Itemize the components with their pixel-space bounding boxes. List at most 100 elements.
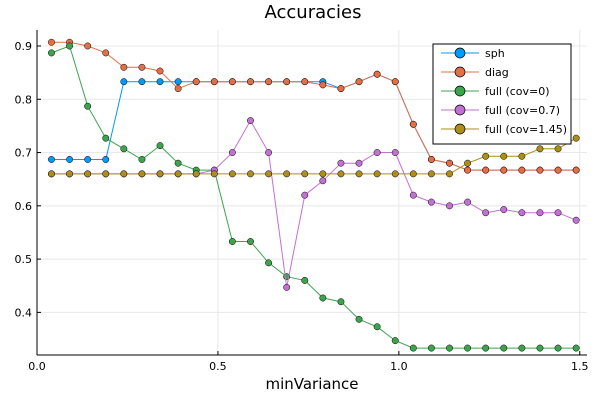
data-point	[301, 276, 309, 284]
x-axis-label: minVariance	[265, 375, 358, 393]
legend-marker	[454, 85, 466, 97]
legend-label: diag	[485, 66, 509, 79]
data-point	[265, 259, 273, 267]
y-tick-label: 0.8	[15, 93, 33, 106]
y-tick-label: 0.9	[15, 40, 33, 53]
data-point	[518, 152, 526, 160]
data-point	[301, 78, 309, 86]
data-point	[554, 166, 562, 174]
data-point	[192, 78, 200, 86]
data-point	[265, 78, 273, 86]
data-point	[355, 315, 363, 323]
data-point	[156, 142, 164, 150]
data-point	[572, 344, 580, 352]
data-point	[156, 67, 164, 75]
data-point	[138, 156, 146, 163]
legend-marker	[454, 104, 466, 116]
data-point	[66, 156, 74, 163]
data-point	[391, 149, 399, 156]
data-point	[337, 170, 345, 178]
data-point	[48, 38, 55, 46]
data-point	[464, 159, 472, 167]
data-point	[409, 191, 417, 199]
data-point	[84, 42, 92, 50]
legend-label: full (cov=1.45)	[485, 123, 567, 136]
data-point	[210, 78, 218, 86]
data-point	[265, 149, 273, 156]
data-point	[373, 170, 381, 178]
data-point	[518, 166, 526, 174]
data-point	[102, 156, 110, 163]
data-point	[427, 170, 435, 178]
data-point	[373, 70, 381, 78]
data-point	[102, 134, 110, 142]
data-point	[446, 344, 453, 352]
data-point	[409, 170, 417, 178]
data-point	[319, 294, 327, 302]
legend: sph diag full (cov=0) full (cov=0.7) full (c…	[432, 43, 572, 145]
y-tick-label: 0.7	[15, 147, 33, 160]
data-point	[301, 170, 309, 178]
legend-marker	[454, 123, 466, 135]
x-tick-label: 1.5	[571, 360, 589, 373]
data-point	[464, 344, 472, 352]
data-point	[518, 209, 526, 217]
data-point	[409, 120, 417, 128]
series-4	[48, 134, 580, 178]
data-point	[120, 170, 128, 178]
data-point	[554, 209, 562, 217]
data-point	[174, 78, 182, 86]
data-point	[283, 283, 291, 291]
data-point	[554, 145, 562, 153]
legend-label: full (cov=0.7)	[485, 104, 560, 117]
data-point	[102, 170, 110, 178]
data-point	[427, 198, 435, 206]
data-point	[391, 337, 399, 345]
data-point	[138, 78, 146, 86]
data-point	[355, 170, 363, 178]
data-point	[572, 134, 580, 142]
data-point	[48, 49, 55, 57]
data-point	[84, 102, 92, 110]
data-point	[355, 78, 363, 86]
data-point	[391, 170, 399, 178]
data-point	[482, 166, 490, 174]
data-point	[66, 42, 74, 50]
data-point	[247, 78, 254, 86]
data-point	[156, 78, 164, 86]
x-tick-label: 0.5	[209, 360, 227, 373]
data-point	[337, 298, 345, 306]
data-point	[572, 216, 580, 224]
data-point	[102, 49, 110, 57]
x-tick-label: 1.0	[390, 360, 408, 373]
y-tick-label: 0.4	[15, 306, 33, 319]
data-point	[84, 170, 92, 178]
data-point	[283, 170, 291, 178]
data-point	[482, 209, 490, 217]
data-point	[319, 177, 327, 185]
data-point	[446, 202, 453, 210]
data-point	[482, 152, 490, 160]
data-point	[265, 170, 273, 178]
y-tick-label: 0.5	[15, 253, 33, 266]
legend-label: full (cov=0)	[485, 85, 550, 98]
legend-marker	[454, 66, 466, 78]
y-tick-label: 0.6	[15, 200, 33, 213]
data-point	[120, 63, 128, 71]
data-point	[156, 170, 164, 178]
data-point	[500, 152, 508, 160]
data-point	[536, 166, 544, 174]
data-point	[391, 78, 399, 86]
data-point	[120, 78, 128, 86]
data-point	[464, 166, 472, 174]
data-point	[174, 170, 182, 178]
data-point	[228, 78, 236, 86]
data-point	[192, 170, 200, 178]
data-point	[319, 170, 327, 178]
chart-title: Accuracies	[265, 2, 362, 23]
data-point	[247, 170, 254, 178]
data-point	[572, 166, 580, 174]
x-tick-label: 0.0	[28, 360, 46, 373]
data-point	[120, 145, 128, 153]
